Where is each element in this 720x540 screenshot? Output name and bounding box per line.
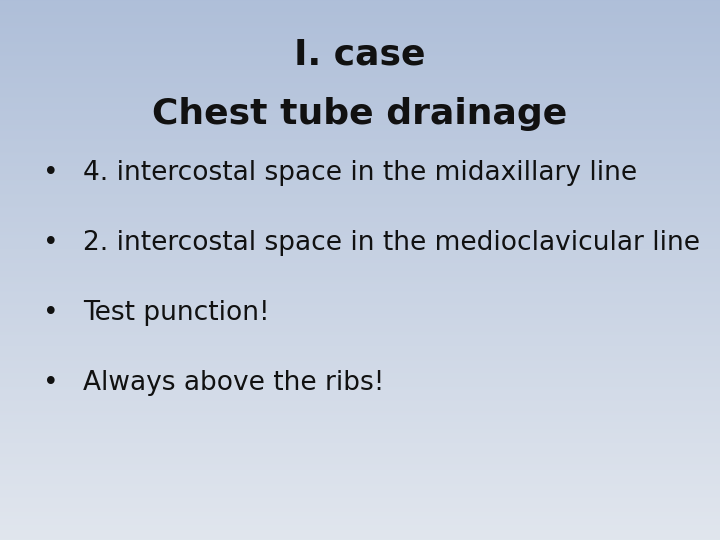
Text: Always above the ribs!: Always above the ribs!	[83, 370, 384, 396]
Text: •: •	[42, 230, 58, 256]
Text: Test punction!: Test punction!	[83, 300, 269, 326]
Text: •: •	[42, 160, 58, 186]
Text: I. case: I. case	[294, 38, 426, 72]
Text: 2. intercostal space in the medioclavicular line: 2. intercostal space in the medioclavicu…	[83, 230, 700, 256]
Text: Chest tube drainage: Chest tube drainage	[153, 97, 567, 131]
Text: •: •	[42, 370, 58, 396]
Text: 4. intercostal space in the midaxillary line: 4. intercostal space in the midaxillary …	[83, 160, 637, 186]
Text: •: •	[42, 300, 58, 326]
